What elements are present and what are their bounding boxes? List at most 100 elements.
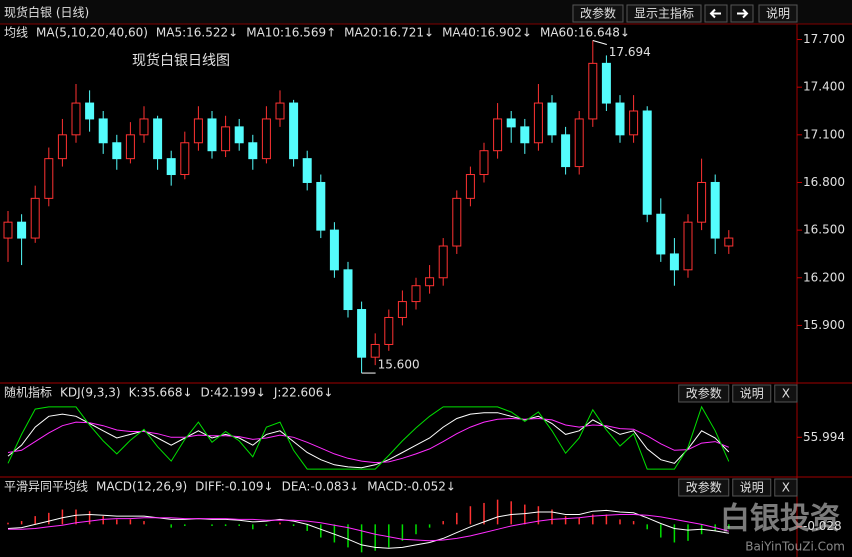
- legend-entry: K:35.668↓: [129, 386, 193, 400]
- candle-body: [656, 213, 666, 255]
- candle-body: [506, 118, 516, 128]
- candle-body: [302, 158, 312, 183]
- panel-title: 随机指标: [4, 385, 52, 400]
- candle-body: [574, 118, 584, 168]
- button-label: 说明: [766, 6, 790, 21]
- panel-title: 平滑异同平均线: [4, 480, 88, 494]
- series-line: [7, 405, 730, 470]
- candle-body: [601, 62, 611, 104]
- candle-body: [44, 158, 54, 199]
- candle-body: [683, 221, 693, 271]
- y-tick-label: 17.700: [803, 32, 845, 46]
- y-tick-label: 17.400: [803, 80, 845, 94]
- chart-annotation: 现货白银日线图: [132, 52, 230, 69]
- button[interactable]: 改参数: [678, 478, 730, 497]
- watermark-title: 白银投资: [720, 502, 840, 537]
- candle-body: [289, 102, 299, 160]
- legend-params: MA(5,10,20,40,60): [36, 26, 148, 40]
- candle-body: [139, 118, 149, 136]
- legend-label: 均线: [4, 26, 28, 40]
- y-tick-label: 17.100: [803, 127, 845, 141]
- button-frame: [774, 384, 798, 403]
- candle-body: [17, 221, 27, 239]
- candle-body: [71, 102, 81, 136]
- button-frame: [572, 4, 624, 23]
- candle-body: [588, 62, 598, 120]
- button-label: 显示主指标: [634, 6, 694, 21]
- button-label: 改参数: [686, 386, 722, 401]
- candle-body: [452, 197, 462, 247]
- button[interactable]: X: [774, 478, 798, 497]
- candle-body: [615, 102, 625, 136]
- legend-entry: J:22.606↓: [273, 386, 334, 400]
- candle-body: [493, 118, 503, 152]
- button[interactable]: 说明: [732, 478, 772, 497]
- candle-body: [438, 245, 448, 279]
- y-tick-label: 16.800: [803, 175, 845, 189]
- candle-body: [85, 102, 95, 120]
- button-label: 说明: [740, 386, 764, 401]
- candle-body: [30, 197, 40, 239]
- candle-body: [629, 110, 639, 136]
- button[interactable]: 说明: [758, 4, 798, 23]
- candle-body: [343, 269, 353, 311]
- legend-entry: MACD:-0.052↓: [367, 480, 456, 494]
- candle-body: [642, 110, 652, 215]
- y-tick-label: -0.028: [803, 519, 842, 533]
- series-line: [7, 509, 729, 549]
- legend-entry: MA20:16.721↓: [344, 26, 434, 40]
- series-line: [8, 514, 729, 542]
- button-label: 改参数: [686, 480, 722, 495]
- annotation-leader: [592, 40, 607, 45]
- candle-body: [533, 102, 543, 144]
- legend-entry: DEA:-0.083↓: [282, 480, 360, 494]
- candle-body: [221, 126, 231, 152]
- candle-body: [697, 181, 707, 223]
- series-line: [7, 417, 729, 464]
- button-frame: [758, 4, 798, 23]
- candle-body: [153, 118, 163, 160]
- candle-body: [520, 126, 530, 144]
- button[interactable]: 显示主指标: [626, 4, 702, 23]
- candle-body: [112, 142, 122, 160]
- button-frame: [678, 478, 730, 497]
- y-tick-label: 15.900: [803, 318, 845, 332]
- button-label: 改参数: [580, 6, 616, 21]
- candle-body: [465, 174, 475, 199]
- button[interactable]: 改参数: [572, 4, 624, 23]
- button-frame: [732, 478, 772, 497]
- button-frame: [774, 478, 798, 497]
- annotation-label: 17.694: [609, 45, 651, 59]
- legend-entry: MA40:16.902↓: [442, 26, 532, 40]
- candle-body: [193, 118, 203, 144]
- button[interactable]: X: [774, 384, 798, 403]
- annotation-label: 15.600: [378, 358, 420, 372]
- button-frame: [732, 384, 772, 403]
- button[interactable]: 改参数: [678, 384, 730, 403]
- candle-body: [248, 142, 258, 160]
- chart-title: 现货白银 (日线): [4, 5, 89, 20]
- y-tick-label: 16.500: [803, 223, 845, 237]
- panel-params: KDJ(9,3,3): [60, 386, 121, 400]
- candle-body: [384, 316, 394, 345]
- legend-entry: MA10:16.569↑: [246, 26, 336, 40]
- candle-body: [710, 181, 720, 239]
- legend-entry: MA60:16.648↓: [540, 26, 630, 40]
- watermark-url: BaiYinTouZi.Com: [745, 540, 845, 554]
- candle-body: [479, 150, 489, 176]
- legend-entry: D:42.199↓: [201, 386, 266, 400]
- button-frame: [678, 384, 730, 403]
- candle-body: [275, 102, 285, 120]
- candle-body: [357, 309, 367, 358]
- button[interactable]: 说明: [732, 384, 772, 403]
- candle-body: [180, 142, 190, 176]
- y-tick-label: 16.200: [803, 270, 845, 284]
- candle-body: [207, 118, 217, 152]
- candle-body: [669, 253, 679, 271]
- candle-body: [166, 158, 176, 176]
- nav-right[interactable]: [730, 4, 754, 23]
- nav-left[interactable]: [704, 4, 728, 23]
- button-label: X: [782, 387, 790, 401]
- panel-params: MACD(12,26,9): [96, 480, 187, 494]
- candle-body: [316, 181, 326, 231]
